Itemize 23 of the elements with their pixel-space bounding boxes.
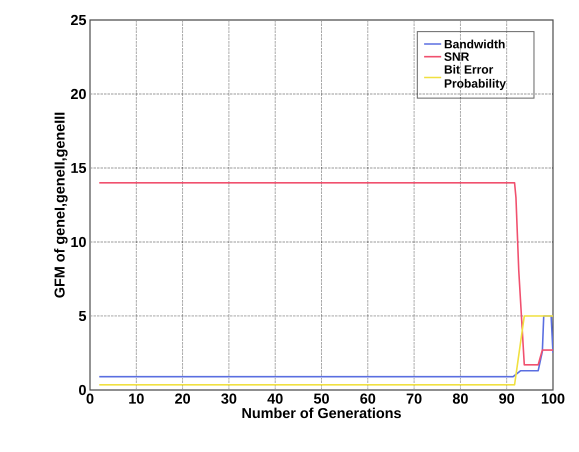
y-axis-title: GFM of geneI,geneII,geneIII: [54, 112, 68, 298]
legend-label: SNR: [444, 52, 470, 61]
x-tick-label: 50: [314, 394, 329, 404]
line-series: [98, 182, 553, 366]
x-tick-label: 90: [499, 394, 514, 404]
y-tick-label: 25: [70, 14, 86, 26]
x-tick-label: 40: [267, 394, 283, 404]
legend-label: Bit Error Probability: [444, 64, 506, 90]
x-tick-label: 60: [360, 394, 376, 404]
y-tick-label: 0: [79, 384, 86, 396]
y-tick-label: 15: [71, 162, 86, 174]
x-tick-label: 80: [452, 394, 468, 404]
y-tick-label: 10: [71, 236, 86, 248]
x-tick-label: 70: [406, 394, 422, 404]
y-tick-label: 20: [70, 88, 86, 100]
x-tick-label: 0: [86, 394, 94, 404]
x-tick-label: 100: [542, 394, 564, 404]
x-axis-title: Number of Generations: [242, 408, 401, 418]
legend-label: Bandwidth: [444, 40, 505, 48]
x-tick-label: 20: [175, 394, 190, 404]
x-tick-label: 10: [129, 394, 144, 404]
x-tick-label: 30: [221, 394, 236, 404]
y-tick-label: 5: [78, 310, 86, 322]
